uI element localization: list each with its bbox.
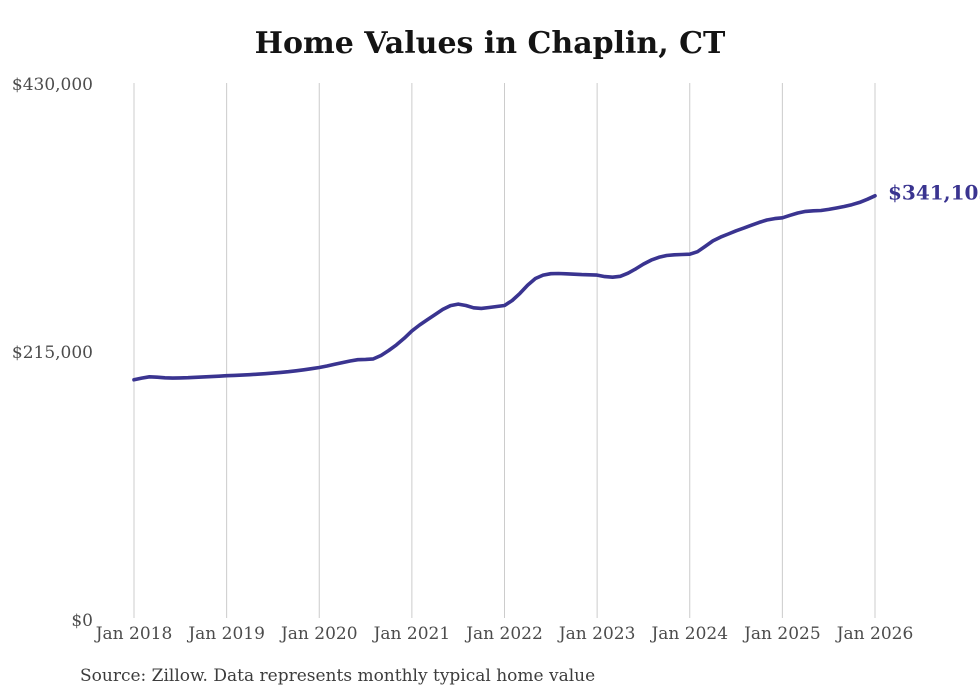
- gridlines: [133, 83, 876, 618]
- latest-value-label: $341,103: [888, 180, 980, 205]
- source-note: Source: Zillow. Data represents monthly …: [80, 666, 596, 686]
- series-line: [132, 194, 877, 382]
- chart-title: Home Values in Chaplin, CT: [254, 26, 726, 61]
